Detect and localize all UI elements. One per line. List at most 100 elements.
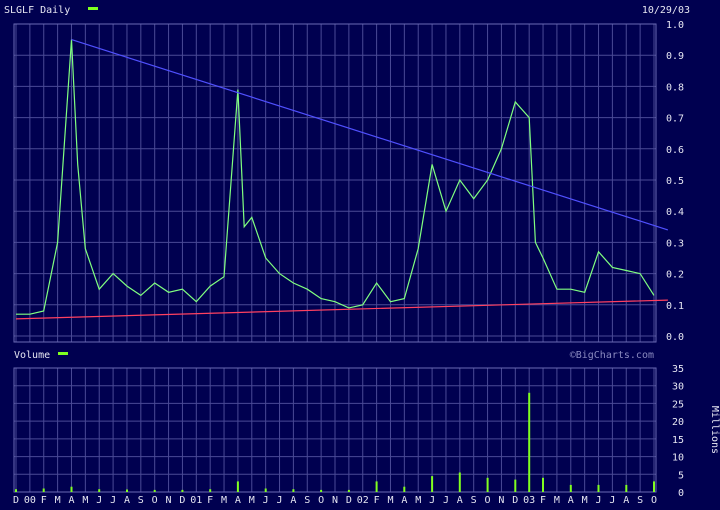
x-tick-label: M bbox=[249, 495, 255, 506]
x-tick-label: J bbox=[596, 495, 602, 506]
bigcharts-watermark: ©BigCharts.com bbox=[570, 350, 654, 361]
price-y-tick-label: 0.2 bbox=[666, 270, 684, 281]
x-tick-label: A bbox=[401, 495, 407, 506]
x-tick-label: A bbox=[235, 495, 241, 506]
x-tick-label: 00 bbox=[24, 495, 36, 506]
x-tick-label: J bbox=[429, 495, 435, 506]
x-tick-label: M bbox=[387, 495, 393, 506]
price-panel: 0.0 0.1 0.2 0.3 0.4 0.5 0.6 0.7 0.8 0.9 1.0 bbox=[13, 20, 684, 343]
volume-bar bbox=[98, 489, 101, 492]
price-y-tick-label: 0.3 bbox=[666, 238, 684, 249]
volume-bar bbox=[42, 488, 45, 492]
volume-y-tick-label: 10 bbox=[672, 453, 684, 464]
x-tick-label: D bbox=[13, 495, 19, 506]
volume-bar bbox=[264, 488, 267, 492]
x-tick-label: O bbox=[152, 495, 158, 506]
x-tick-label: A bbox=[568, 495, 574, 506]
volume-y-tick-label: 25 bbox=[672, 399, 684, 410]
price-y-tick-label: 1.0 bbox=[666, 20, 684, 31]
price-y-tick-label: 0.1 bbox=[666, 301, 684, 312]
volume-bar bbox=[653, 481, 655, 492]
volume-bar bbox=[569, 484, 572, 492]
volume-y-tick-label: 20 bbox=[672, 417, 684, 428]
x-tick-label: F bbox=[207, 495, 213, 506]
x-tick-label: D bbox=[179, 495, 185, 506]
volume-bar bbox=[514, 479, 517, 492]
volume-panel: Volume ©BigCharts.com 0 5 10 15 20 25 30 35 Mil… bbox=[13, 350, 720, 499]
x-tick-label: J bbox=[609, 495, 615, 506]
volume-bar bbox=[347, 489, 350, 492]
volume-bar bbox=[320, 489, 323, 492]
x-tick-label: 03 bbox=[523, 495, 535, 506]
x-axis-ticks: D 00 F M A M J J A S O N D 01 F M A M J J A S O N D 02 F M A M J J A S O N D… bbox=[13, 495, 657, 506]
x-tick-label: N bbox=[498, 495, 504, 506]
volume-bar bbox=[181, 489, 184, 492]
x-tick-label: N bbox=[332, 495, 338, 506]
price-y-tick-label: 0.8 bbox=[666, 82, 684, 93]
x-tick-label: F bbox=[374, 495, 380, 506]
x-tick-label: M bbox=[415, 495, 421, 506]
trendline bbox=[15, 299, 668, 320]
volume-bar bbox=[486, 477, 489, 492]
volume-bar bbox=[292, 489, 295, 492]
volume-y-tick-label: 30 bbox=[672, 382, 684, 393]
x-tick-label: A bbox=[290, 495, 296, 506]
x-tick-label: J bbox=[110, 495, 116, 506]
volume-bar bbox=[70, 486, 73, 492]
x-tick-label: O bbox=[318, 495, 324, 506]
x-tick-label: J bbox=[277, 495, 283, 506]
volume-bar bbox=[625, 484, 628, 492]
volume-axis-label: Millions bbox=[709, 406, 720, 454]
x-tick-label: M bbox=[554, 495, 560, 506]
volume-bar bbox=[403, 486, 406, 492]
x-tick-label: O bbox=[651, 495, 657, 506]
volume-title: Volume bbox=[14, 350, 50, 361]
price-y-tick-label: 0.5 bbox=[666, 176, 684, 187]
volume-bar bbox=[375, 481, 378, 492]
x-tick-label: A bbox=[457, 495, 463, 506]
x-tick-label: A bbox=[68, 495, 74, 506]
volume-y-tick-label: 15 bbox=[672, 435, 684, 446]
x-tick-label: S bbox=[138, 495, 144, 506]
x-tick-label: J bbox=[263, 495, 269, 506]
volume-y-tick-label: 0 bbox=[678, 488, 684, 499]
x-tick-label: M bbox=[582, 495, 588, 506]
price-series-line bbox=[16, 39, 655, 315]
x-tick-label: 02 bbox=[357, 495, 369, 506]
trendline bbox=[71, 39, 669, 231]
x-tick-label: N bbox=[166, 495, 172, 506]
x-tick-label: S bbox=[471, 495, 477, 506]
price-y-tick-label: 0.9 bbox=[666, 51, 684, 62]
x-tick-label: S bbox=[637, 495, 643, 506]
x-tick-label: J bbox=[443, 495, 449, 506]
volume-legend-swatch bbox=[58, 352, 68, 355]
chart-date: 10/29/03 bbox=[642, 5, 690, 16]
x-tick-label: 01 bbox=[190, 495, 202, 506]
price-y-tick-label: 0.4 bbox=[666, 207, 684, 218]
x-tick-label: D bbox=[512, 495, 518, 506]
volume-y-tick-label: 35 bbox=[672, 364, 684, 375]
x-tick-label: O bbox=[485, 495, 491, 506]
x-tick-label: M bbox=[221, 495, 227, 506]
volume-bar bbox=[431, 476, 434, 492]
x-tick-label: A bbox=[124, 495, 130, 506]
volume-bar bbox=[15, 489, 17, 492]
price-legend-swatch bbox=[88, 7, 98, 10]
x-tick-label: S bbox=[304, 495, 310, 506]
x-tick-label: M bbox=[82, 495, 88, 506]
volume-bar bbox=[542, 477, 544, 492]
x-tick-label: F bbox=[540, 495, 546, 506]
volume-bar bbox=[236, 481, 239, 492]
x-tick-label: D bbox=[346, 495, 352, 506]
volume-bar bbox=[528, 392, 531, 492]
volume-bar bbox=[597, 484, 600, 492]
x-tick-label: F bbox=[41, 495, 47, 506]
chart-title: SLGLF Daily bbox=[4, 5, 70, 16]
x-tick-label: M bbox=[55, 495, 61, 506]
volume-y-tick-label: 5 bbox=[678, 470, 684, 481]
volume-bar bbox=[209, 489, 212, 492]
volume-bar bbox=[126, 489, 128, 492]
volume-bar bbox=[458, 472, 461, 492]
x-tick-label: J bbox=[96, 495, 102, 506]
